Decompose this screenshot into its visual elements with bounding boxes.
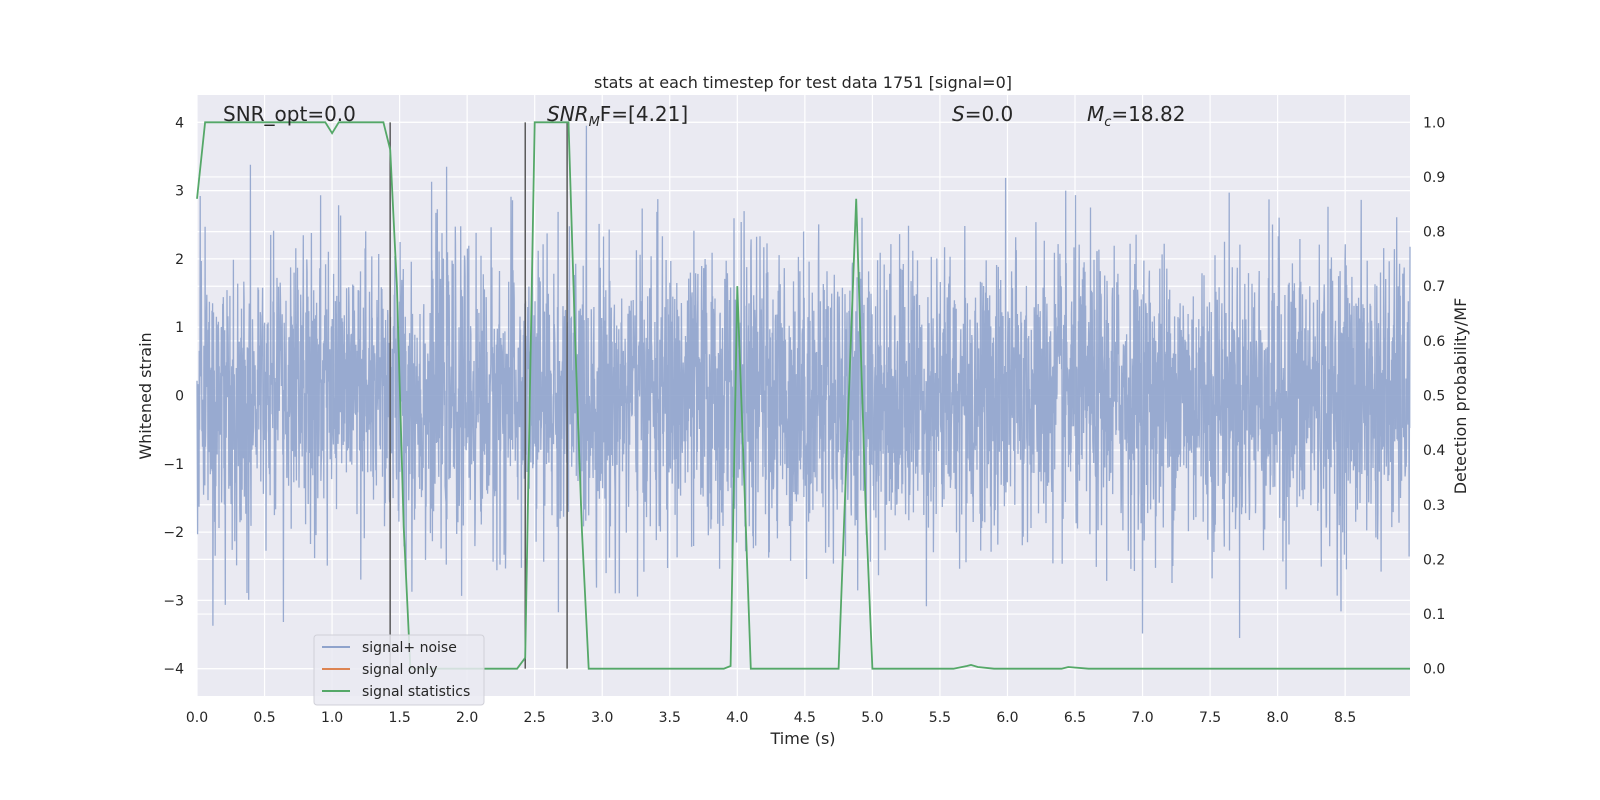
left-y-tick-label: −4 [163,662,184,678]
x-tick-labels: 0.0 0.5 1.0 1.5 2.0 2.5 3.0 3.5 4.0 4.5 5.0 5.5 6.0 6… [186,710,1356,726]
x-tick-label: 0.0 [186,710,208,726]
annotation-snr-opt: SNR_opt=0.0 [223,102,356,126]
noise-series [196,125,1411,639]
annotation-snr-mf-base: SNR [547,102,589,126]
x-tick-label: 0.5 [253,710,275,726]
right-y-tick-label: 1.0 [1423,115,1445,131]
x-tick-label: 5.5 [929,710,951,726]
annotation-s: S=0.0 [952,102,1013,126]
right-y-tick-label: 0.9 [1423,170,1445,186]
x-tick-label: 5.0 [861,710,883,726]
x-tick-label: 8.0 [1266,710,1288,726]
left-y-tick-labels: 4 3 2 1 0 −1 −2 −3 −4 [163,115,184,677]
legend-label-signal-only: signal only [362,662,437,678]
x-tick-label: 3.5 [659,710,681,726]
x-tick-label: 6.5 [1064,710,1086,726]
x-tick-label: 6.0 [996,710,1018,726]
x-tick-label: 2.5 [524,710,546,726]
noise-line [196,125,1411,639]
x-tick-label: 3.0 [591,710,613,726]
right-y-tick-labels: 1.0 0.9 0.8 0.7 0.6 0.5 0.4 0.3 0.2 0.1 0.0 [1423,115,1445,677]
annotation-s-italic: S [952,102,965,126]
x-tick-label: 4.5 [794,710,816,726]
left-y-tick-label: 4 [175,115,184,131]
right-y-tick-label: 0.7 [1423,279,1445,295]
x-tick-label: 2.0 [456,710,478,726]
statistics-series [196,121,1410,670]
left-y-tick-label: 3 [175,184,184,200]
left-y-tick-label: 2 [175,252,184,268]
x-tick-label: 7.5 [1199,710,1221,726]
right-y-tick-label: 0.0 [1423,662,1445,678]
right-y-tick-label: 0.6 [1423,334,1445,350]
left-y-tick-label: −1 [163,457,184,473]
x-tick-label: 8.5 [1334,710,1356,726]
left-y-tick-label: 0 [175,389,184,405]
annotation-snr-mf: SNRMF=[4.21] [547,102,688,130]
right-y-tick-label: 0.5 [1423,389,1445,405]
left-y-tick-label: 1 [175,320,184,336]
x-tick-label: 1.0 [321,710,343,726]
right-y-tick-label: 0.2 [1423,552,1445,568]
right-y-tick-label: 0.1 [1423,607,1445,623]
left-y-tick-label: −3 [163,593,184,609]
right-y-tick-label: 0.4 [1423,443,1445,459]
x-axis-label: Time (s) [769,729,835,748]
legend: signal+ noise signal only signal statist… [313,634,485,706]
right-y-tick-label: 0.3 [1423,498,1445,514]
legend-label-statistics: signal statistics [362,684,470,700]
x-tick-label: 7.0 [1131,710,1153,726]
annotation-s-rest: =0.0 [965,102,1014,126]
left-y-tick-label: −2 [163,525,184,541]
vertical-markers [389,122,568,669]
x-tick-label: 1.5 [388,710,410,726]
annotation-mc-sub: c [1104,115,1111,130]
left-y-axis-label: Whitened strain [136,332,155,459]
annotation-snr-mf-sub: M [589,115,600,130]
annotation-mc-rest: =18.82 [1111,102,1185,126]
legend-label-noise: signal+ noise [362,640,457,656]
annotation-snr-mf-rest: F=[4.21] [600,102,688,126]
annotation-mc: Mc=18.82 [1087,102,1185,130]
right-y-tick-label: 0.8 [1423,225,1445,241]
chart-title: stats at each timestep for test data 175… [594,73,1012,92]
x-tick-label: 4.0 [726,710,748,726]
statistics-line [196,121,1410,670]
annotation-mc-base: M [1087,102,1104,126]
right-y-axis-label: Detection probability/MF [1451,298,1470,495]
legend-box [313,634,485,706]
